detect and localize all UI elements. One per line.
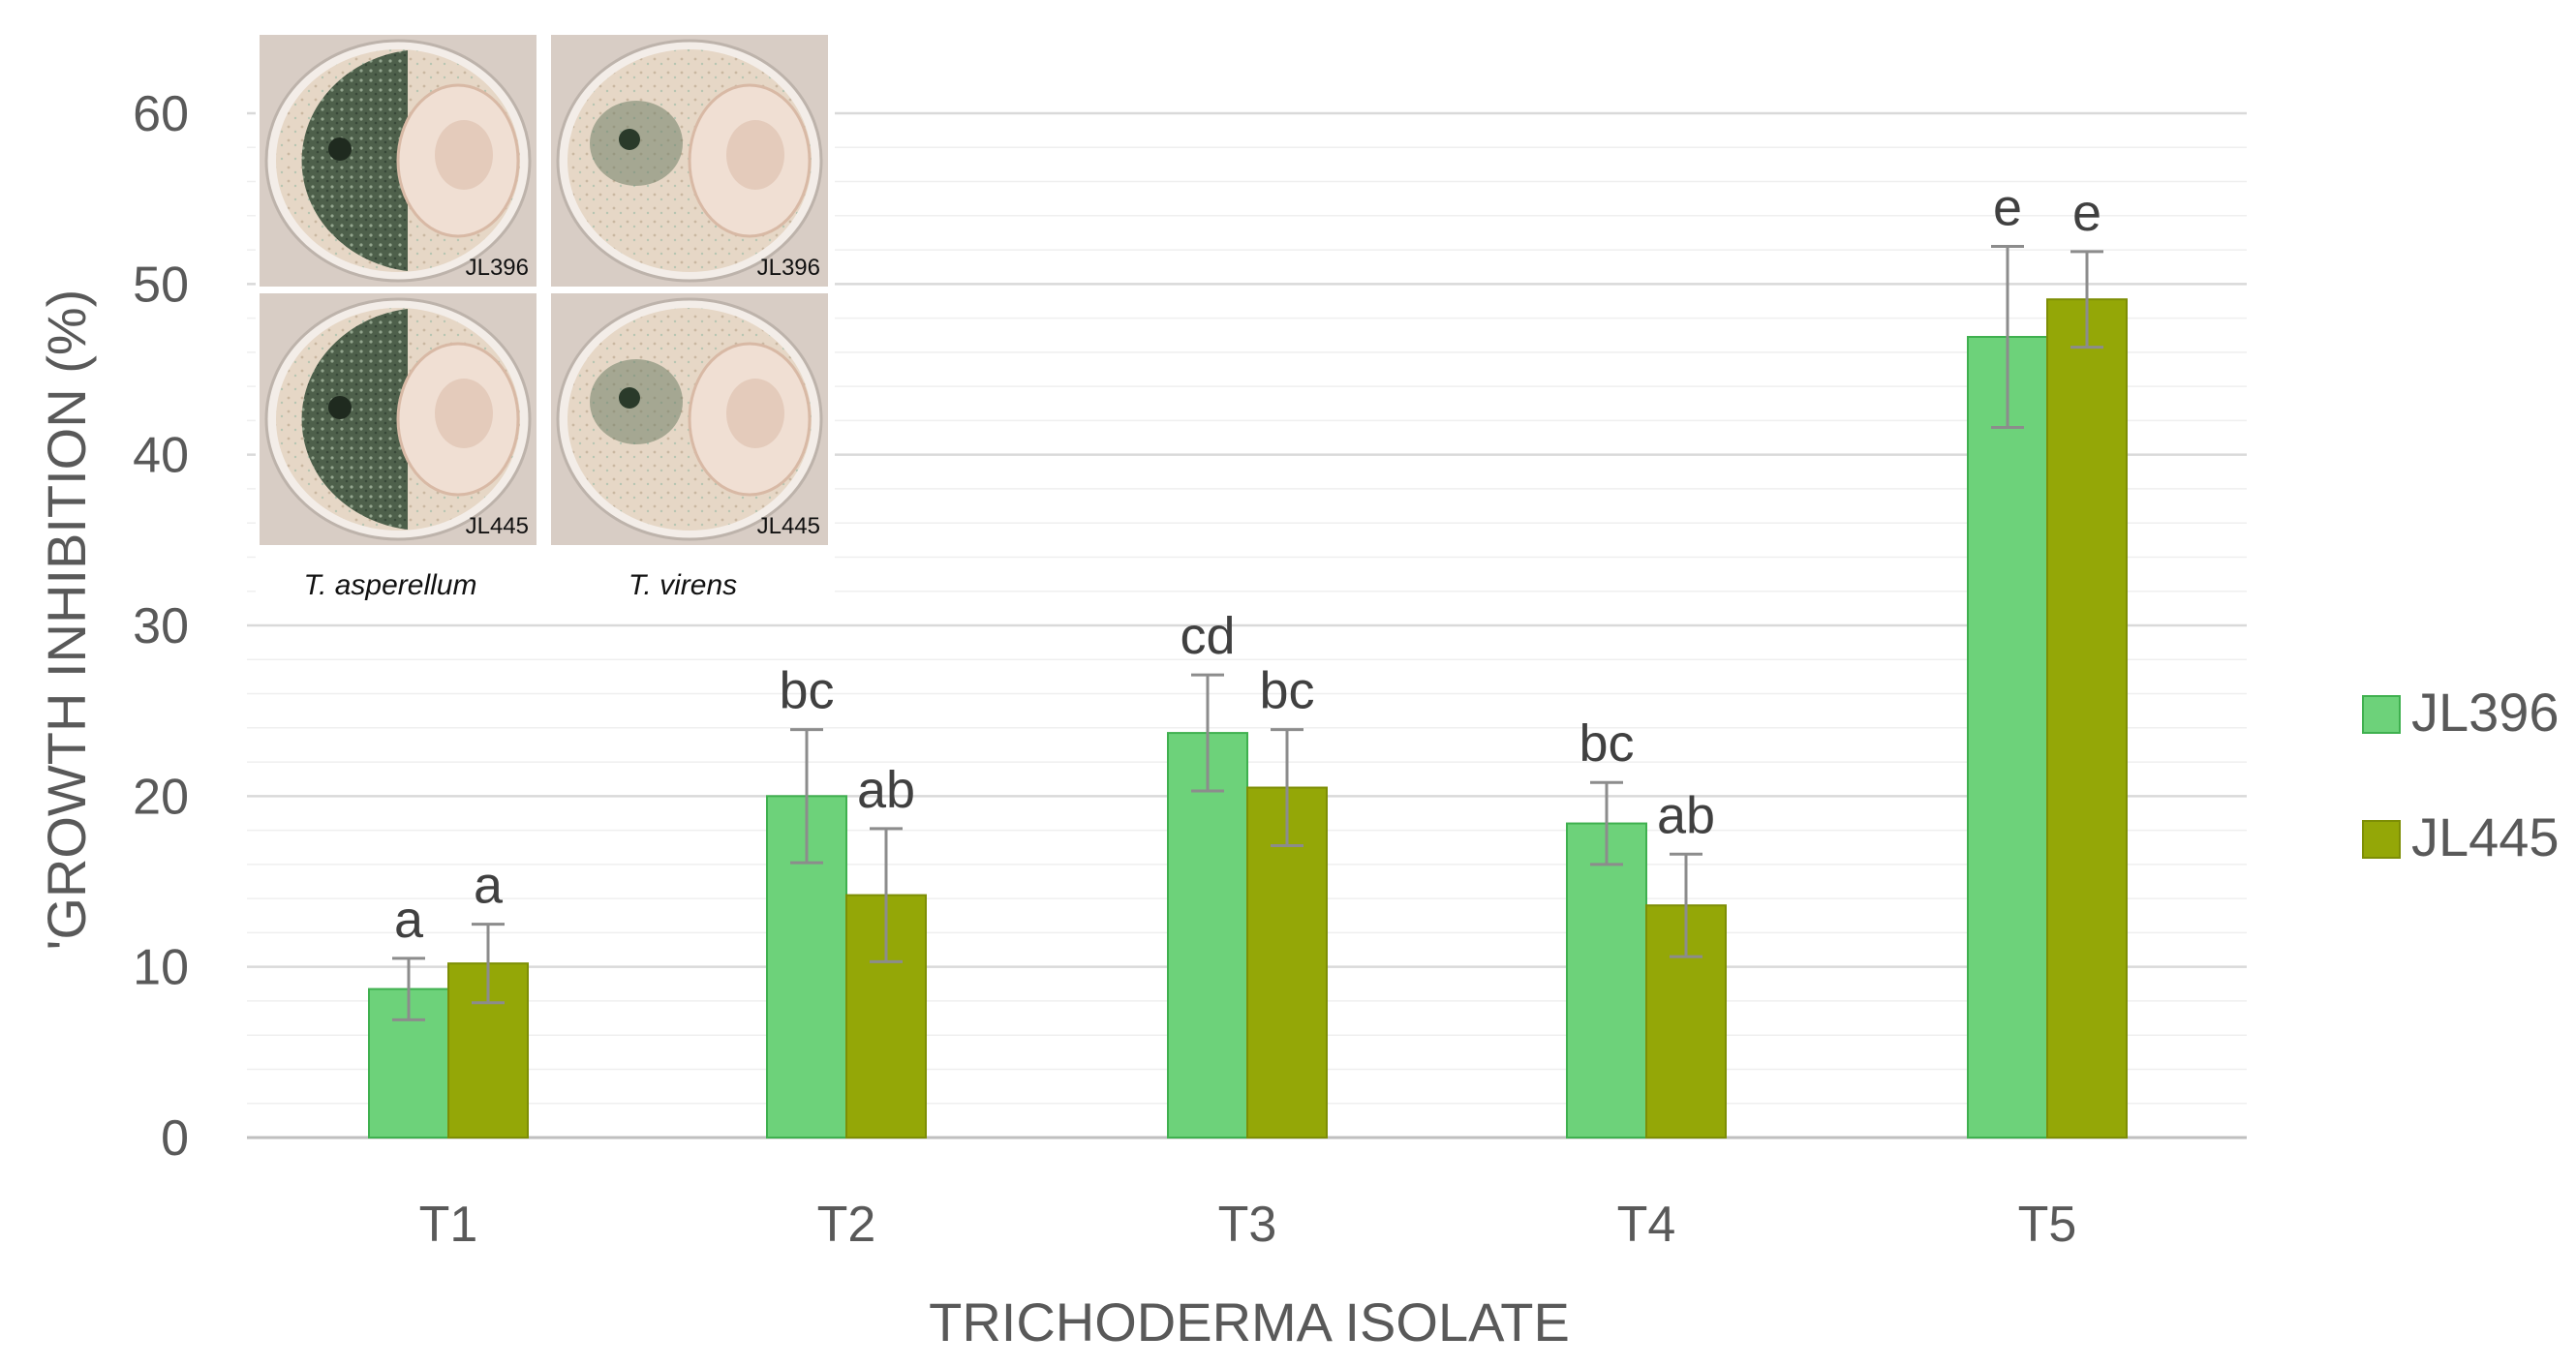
significance-letter-JL445-T2: ab [857,761,915,819]
y-tick-label: 40 [133,428,189,484]
legend-item-JL396: JL396 [2362,682,2560,743]
significance-letter-JL445-T3: bc [1259,662,1314,720]
y-tick-label: 30 [133,598,189,654]
significance-letter-JL445-T5: e [2072,184,2101,242]
x-tick-label: T2 [817,1197,876,1253]
significance-letter-JL396-T4: bc [1579,714,1634,773]
plate-label: JL396 [757,255,820,281]
plate-label: JL396 [466,255,529,281]
legend-swatch [2362,695,2401,734]
y-tick-label: 10 [133,940,189,996]
legend-item-JL445: JL445 [2362,806,2560,867]
error-bar-JL445-T1 [472,923,505,1005]
x-tick-label: T1 [419,1197,478,1253]
y-tick-label: 20 [133,769,189,825]
bar-JL396-T4 [1566,822,1647,1139]
y-tick-label: 60 [133,86,189,142]
y-axis-title: 'GROWTH INHIBITION (%) [36,289,97,951]
significance-letter-JL396-T5: e [1993,179,2022,237]
y-tick-label: 0 [161,1110,189,1167]
bars [368,298,2128,1139]
error-bar-JL445-T5 [2070,250,2103,349]
significance-letter-JL396-T2: bc [779,662,834,720]
gridlines [247,111,2247,1139]
petri-plate-asperellum-JL396: JL396 [260,35,537,287]
error-bars [392,245,2103,1021]
legend-label: JL445 [2411,806,2560,867]
x-axis-ticks: T1 T2 T3 T4 T5 [419,1197,2077,1253]
x-tick-label: T5 [2018,1197,2077,1253]
error-bar-JL445-T3 [1271,728,1303,847]
plate-label: JL445 [757,513,820,539]
legend-label: JL396 [2411,682,2560,743]
significance-letter-JL396-T3: cd [1180,607,1235,665]
legend: JL396 JL445 [2362,682,2560,867]
significance-letter-JL445-T1: a [474,857,504,915]
x-tick-label: T4 [1617,1197,1676,1253]
error-bar-JL396-T1 [392,957,425,1021]
inset-photo-panel: JL396 JL396 JL445 JL445 T. asperellum T. vire… [256,31,835,602]
bar-JL396-T5 [1967,335,2048,1139]
bar-JL445-T5 [2046,298,2128,1139]
error-bar-JL396-T2 [790,728,823,865]
x-tick-label: T3 [1218,1197,1277,1253]
error-bar-JL396-T5 [1991,245,2024,429]
petri-plate-virens-JL396: JL396 [551,35,828,287]
error-bar-JL445-T4 [1670,852,1702,958]
petri-plate-virens-JL445: JL445 [551,293,828,545]
significance-letter-JL445-T4: ab [1657,786,1715,844]
error-bar-JL445-T2 [870,827,903,963]
petri-plate-asperellum-JL445: JL445 [260,293,537,545]
error-bar-JL396-T3 [1191,673,1224,793]
inset-caption-virens: T. virens [629,569,737,601]
significance-letter-JL396-T1: a [394,891,424,949]
error-bar-JL396-T4 [1590,780,1623,866]
bar-JL396-T3 [1167,732,1248,1139]
x-axis-title: TRICHODERMA ISOLATE [929,1291,1570,1352]
inset-caption-asperellum: T. asperellum [304,569,477,601]
y-tick-label: 50 [133,257,189,313]
legend-swatch [2362,820,2401,859]
plate-label: JL445 [466,513,529,539]
y-axis-ticks: 0 10 20 30 40 50 60 [133,86,189,1167]
